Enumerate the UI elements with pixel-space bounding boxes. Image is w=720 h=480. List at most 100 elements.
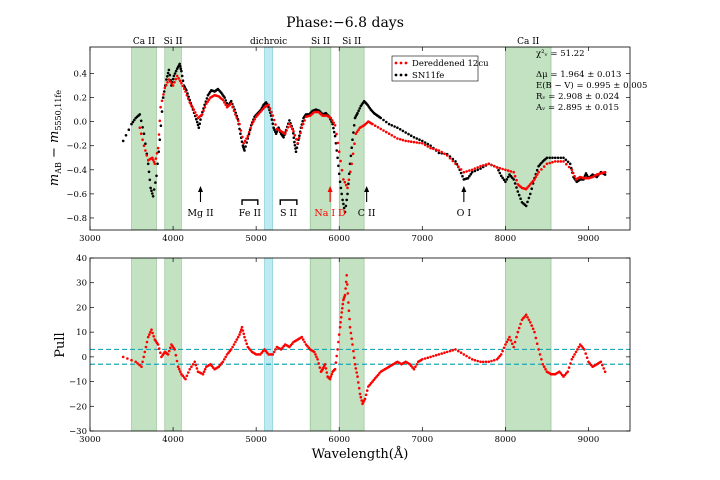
- pull-point: [569, 362, 572, 365]
- pull-point: [324, 367, 328, 370]
- pull-point: [542, 365, 546, 369]
- legend: Dereddened 12cu SN11fe: [391, 55, 489, 82]
- point-dereddened-12cu: [387, 132, 391, 135]
- pull-point: [191, 363, 195, 366]
- point-sn11fe: [556, 156, 560, 160]
- point-dereddened-12cu: [193, 111, 197, 114]
- shaded-band: [309, 46, 332, 231]
- point-sn11fe: [473, 169, 477, 173]
- pull-point: [187, 371, 190, 374]
- pull-point: [571, 355, 575, 359]
- point-dereddened-12cu: [423, 143, 427, 147]
- point-dereddened-12cu: [534, 175, 538, 179]
- point-dereddened-12cu: [347, 178, 351, 182]
- pull-point: [476, 359, 480, 363]
- pull-point: [201, 372, 205, 376]
- point-sn11fe: [337, 172, 341, 176]
- point-sn11fe: [347, 182, 350, 186]
- point-sn11fe: [335, 149, 339, 152]
- pull-point: [303, 340, 306, 344]
- point-dereddened-12cu: [351, 152, 355, 156]
- point-dereddened-12cu: [286, 126, 290, 129]
- point-sn11fe: [333, 134, 337, 138]
- point-dereddened-12cu: [504, 168, 507, 172]
- pull-point: [501, 349, 504, 353]
- point-dereddened-12cu: [188, 101, 191, 104]
- pull-point: [232, 343, 236, 346]
- pull-point: [348, 325, 352, 329]
- pull-point: [530, 324, 533, 327]
- point-dereddened-12cu: [160, 99, 164, 103]
- point-dereddened-12cu: [545, 162, 549, 166]
- pull-point: [346, 283, 349, 286]
- point-sn11fe: [130, 122, 133, 126]
- point-dereddened-12cu: [174, 77, 178, 81]
- point-sn11fe: [151, 192, 154, 195]
- point-sn11fe: [545, 156, 549, 160]
- point-sn11fe: [274, 132, 278, 135]
- y-tick-label: −0.4: [66, 166, 87, 176]
- shaded-band: [131, 257, 157, 432]
- point-sn11fe: [390, 124, 394, 127]
- point-dereddened-12cu: [553, 160, 557, 163]
- point-dereddened-12cu: [479, 164, 482, 168]
- point-dereddened-12cu: [407, 140, 410, 143]
- pull-point: [516, 330, 520, 334]
- point-dereddened-12cu: [178, 79, 182, 82]
- pull-point: [177, 367, 181, 371]
- pull-point: [533, 330, 536, 334]
- point-dereddened-12cu: [513, 174, 517, 178]
- legend-marker-12cu: [399, 61, 403, 65]
- point-dereddened-12cu: [207, 98, 211, 101]
- pull-point: [346, 292, 350, 295]
- pull-point: [493, 358, 496, 362]
- point-sn11fe: [498, 171, 502, 175]
- point-dereddened-12cu: [292, 130, 295, 133]
- point-dereddened-12cu: [409, 140, 413, 143]
- point-sn11fe: [385, 120, 388, 124]
- point-dereddened-12cu: [205, 102, 208, 105]
- point-sn11fe: [526, 200, 529, 204]
- pull-point: [347, 301, 350, 304]
- point-dereddened-12cu: [200, 113, 204, 116]
- point-dereddened-12cu: [344, 183, 348, 187]
- point-sn11fe: [133, 118, 136, 122]
- pull-points: [121, 274, 607, 406]
- point-sn11fe: [294, 150, 298, 153]
- point-dereddened-12cu: [509, 170, 513, 173]
- pull-point: [603, 370, 607, 374]
- pull-point: [359, 395, 363, 399]
- point-sn11fe: [154, 181, 157, 184]
- point-dereddened-12cu: [336, 141, 340, 145]
- pull-point: [570, 358, 574, 361]
- pull-point: [193, 360, 196, 364]
- point-dereddened-12cu: [537, 170, 540, 174]
- point-dereddened-12cu: [138, 126, 142, 129]
- legend-label-12cu: Dereddened 12cu: [412, 59, 489, 69]
- pull-point: [540, 358, 543, 361]
- point-sn11fe: [535, 168, 539, 172]
- point-sn11fe: [149, 186, 152, 190]
- point-sn11fe: [568, 162, 572, 166]
- point-sn11fe: [332, 130, 336, 134]
- pull-point: [301, 338, 305, 341]
- point-sn11fe: [516, 190, 520, 193]
- pull-point: [238, 333, 241, 336]
- point-dereddened-12cu: [144, 149, 147, 152]
- point-dereddened-12cu: [206, 100, 209, 103]
- point-sn11fe: [131, 120, 135, 124]
- point-sn11fe: [499, 174, 503, 178]
- point-dereddened-12cu: [249, 126, 252, 130]
- annotation-arrowhead: [461, 186, 467, 192]
- point-sn11fe: [502, 178, 506, 182]
- point-dereddened-12cu: [342, 178, 345, 181]
- point-dereddened-12cu: [192, 108, 196, 111]
- x-tick-label: 5000: [245, 435, 267, 445]
- point-sn11fe: [344, 204, 348, 208]
- point-sn11fe: [179, 65, 182, 68]
- pull-point: [149, 330, 152, 334]
- point-dereddened-12cu: [164, 83, 168, 87]
- pull-point: [535, 342, 539, 346]
- pull-point: [364, 393, 368, 397]
- point-dereddened-12cu: [571, 171, 575, 175]
